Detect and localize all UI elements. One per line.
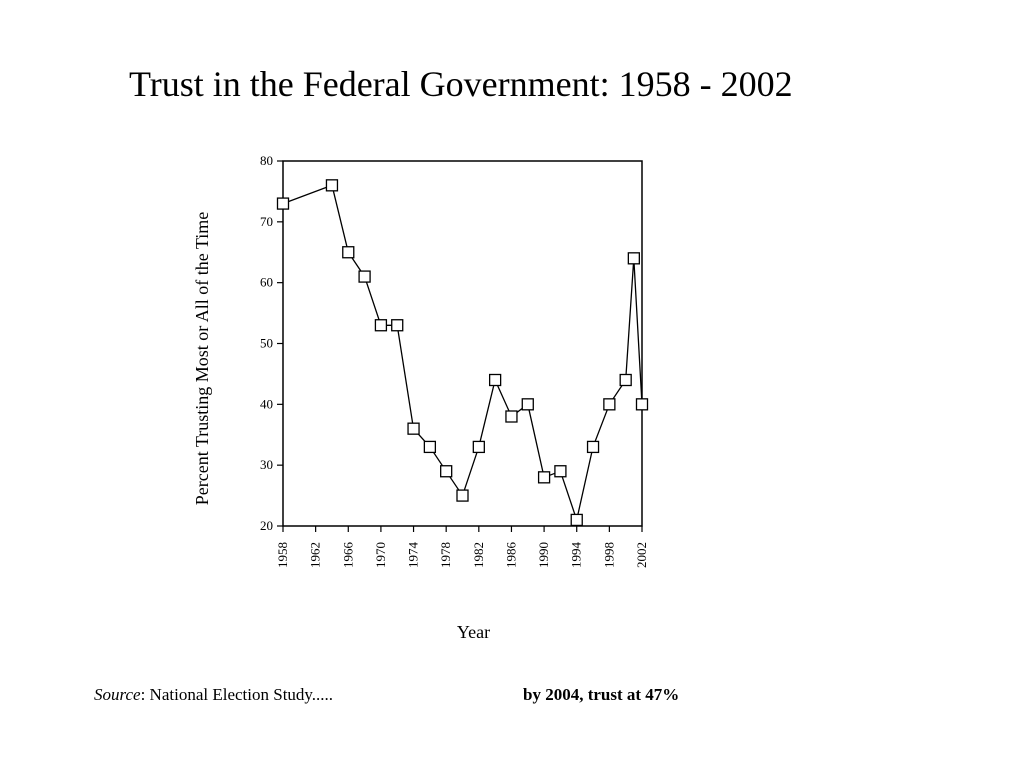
x-tick-label-1966: 1966 xyxy=(340,542,355,569)
source-label: Source xyxy=(94,685,141,704)
data-point-1996 xyxy=(586,440,600,454)
trust-note: by 2004, trust at 47% xyxy=(523,685,680,704)
data-point-1978 xyxy=(440,465,453,478)
y-tick-label-30: 30 xyxy=(260,457,273,472)
x-tick-label-1974: 1974 xyxy=(406,542,421,569)
y-tick-label-40: 40 xyxy=(260,396,273,411)
data-point-1968 xyxy=(358,270,371,283)
data-point-1990 xyxy=(537,471,551,484)
data-point-1964 xyxy=(325,179,339,192)
data-point-2000 xyxy=(619,373,632,387)
source-note: Source: National Election Study..... xyxy=(94,684,333,706)
data-point-1998 xyxy=(603,398,616,411)
data-point-1974 xyxy=(407,422,420,435)
y-tick-label-20: 20 xyxy=(260,518,273,533)
x-tick-label-1982: 1982 xyxy=(471,542,486,568)
data-point-1966 xyxy=(342,246,355,259)
data-point-2001 xyxy=(627,252,640,265)
data-point-1982 xyxy=(472,440,485,454)
x-tick-label-1958: 1958 xyxy=(275,542,290,568)
data-point-2002 xyxy=(635,398,649,411)
y-axis-label: Percent Trusting Most or All of the Time xyxy=(192,212,212,506)
page-title: Trust in the Federal Government: 1958 - … xyxy=(129,64,793,104)
data-point-1972 xyxy=(391,319,404,332)
x-tick-label-1970: 1970 xyxy=(373,542,388,568)
data-point-1994 xyxy=(570,513,583,527)
x-tick-label-1978: 1978 xyxy=(438,542,453,568)
series-line-0 xyxy=(282,184,643,523)
x-tick-label-1998: 1998 xyxy=(601,542,616,568)
y-tick-label-80: 80 xyxy=(260,153,273,168)
data-point-1980 xyxy=(456,489,469,502)
source-text: : National Election Study..... xyxy=(140,685,334,704)
data-point-1976 xyxy=(423,440,437,454)
x-tick-label-1962: 1962 xyxy=(308,542,323,568)
x-tick-label-1994: 1994 xyxy=(569,542,584,569)
y-tick-label-70: 70 xyxy=(260,214,273,229)
x-tick-label-1986: 1986 xyxy=(503,542,518,569)
data-point-1988 xyxy=(521,398,534,411)
x-axis-label: Year xyxy=(457,622,490,642)
y-tick-label-60: 60 xyxy=(260,275,273,290)
data-point-1984 xyxy=(488,373,502,387)
data-point-1986 xyxy=(505,410,518,423)
x-tick-label-1990: 1990 xyxy=(536,542,551,568)
data-point-1970 xyxy=(374,319,388,332)
data-point-1992 xyxy=(554,465,567,478)
x-tick-label-2002: 2002 xyxy=(634,542,649,568)
data-point-1958 xyxy=(276,197,290,210)
y-tick-label-50: 50 xyxy=(260,336,273,351)
